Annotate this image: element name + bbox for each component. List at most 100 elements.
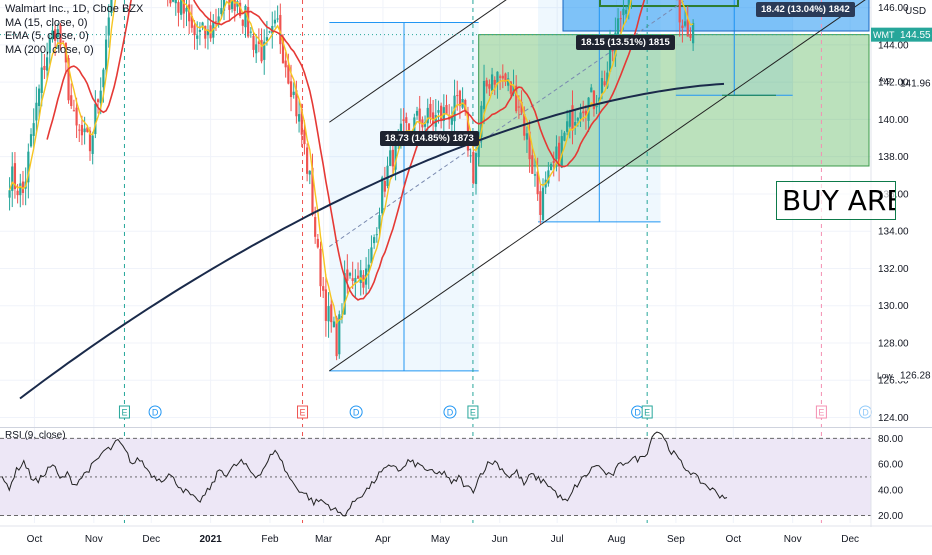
candle-body: [249, 31, 252, 33]
price-tick-label: 142.00: [878, 78, 909, 89]
candle-body: [686, 19, 689, 37]
candle-body: [281, 39, 285, 64]
candle-body: [16, 190, 19, 196]
candle-body: [608, 45, 612, 72]
candle-body: [627, 0, 630, 10]
candle-body: [29, 134, 33, 147]
time-tick-label: 2021: [199, 534, 222, 545]
rsi-tick-label: 20.00: [878, 511, 903, 522]
wmt-label: WMT: [873, 30, 895, 40]
candle-body: [574, 122, 577, 126]
time-tick-label: Aug: [608, 534, 626, 545]
candle-body: [263, 41, 266, 60]
candle-body: [67, 57, 70, 101]
measure-label-1: 18.73 (14.85%) 1873: [380, 131, 479, 146]
candle-body: [196, 35, 199, 39]
candle-body: [351, 278, 354, 282]
candle-body: [560, 136, 563, 168]
candle-body: [300, 108, 303, 135]
candle-body: [32, 123, 35, 136]
candle-body: [48, 38, 51, 54]
candle-body: [507, 78, 510, 86]
candle-body: [271, 25, 274, 34]
candle-body: [681, 25, 684, 28]
candle-body: [255, 44, 258, 54]
legend-ma200: MA (200, close, 0): [5, 43, 94, 56]
candle-body: [576, 118, 579, 121]
candle-body: [177, 2, 180, 13]
candle-body: [445, 104, 448, 115]
candle-body: [233, 0, 236, 11]
candle-body: [520, 101, 523, 113]
event-marker-letter: D: [447, 408, 454, 418]
measure-label-3: 18.42 (13.04%) 1842: [756, 2, 855, 17]
candle-body: [306, 147, 309, 174]
candle-body: [432, 112, 435, 124]
candle-body: [456, 95, 459, 97]
candle-body: [488, 84, 491, 89]
candle-body: [319, 248, 322, 287]
time-tick-label: Apr: [375, 534, 391, 545]
candle-body: [584, 110, 587, 116]
earnings-marker: E: [467, 405, 479, 419]
candle-body: [568, 110, 571, 127]
candle-body: [469, 155, 472, 157]
event-marker-letter: D: [862, 408, 869, 418]
candle-body: [59, 24, 62, 46]
price-tick-label: 126.00: [878, 376, 909, 387]
dividend-marker: D: [858, 405, 872, 419]
low-value-bg: [898, 369, 932, 382]
candle-body: [220, 8, 223, 15]
time-tick-label: Oct: [27, 534, 43, 545]
candle-body: [423, 122, 427, 127]
event-marker-letter: D: [152, 408, 159, 418]
candle-body: [314, 217, 317, 237]
candle-body: [450, 115, 453, 125]
channel-lower-line: [329, 0, 866, 372]
candle-body: [370, 247, 373, 264]
candle-body: [394, 134, 397, 170]
candle-body: [616, 18, 620, 36]
candle-body: [359, 270, 362, 283]
price-tick-label: 134.00: [878, 227, 909, 238]
candle-body: [474, 153, 478, 185]
candle-body: [566, 121, 569, 132]
candle-body: [603, 81, 606, 86]
dividend-marker: D: [148, 405, 162, 419]
candle-body: [490, 74, 494, 91]
candle-body: [557, 142, 561, 167]
dividend-marker-circle: [443, 405, 457, 419]
candle-body: [348, 273, 352, 276]
candle-body: [11, 166, 14, 191]
candle-body: [354, 277, 357, 284]
candle-body: [19, 183, 22, 196]
candle-body: [241, 19, 244, 26]
candle-body: [273, 19, 277, 24]
candle-body: [389, 150, 392, 166]
candle-body: [297, 114, 301, 122]
candle-body: [284, 60, 287, 68]
price-tick-label: 146.00: [878, 3, 909, 14]
earnings-marker: E: [815, 405, 827, 419]
candle-body: [289, 81, 293, 98]
candle-body: [493, 79, 496, 85]
candle-body: [356, 275, 360, 279]
candle-body: [402, 119, 405, 122]
candle-body: [46, 57, 49, 71]
candle-body: [472, 151, 475, 184]
candle-body: [399, 123, 403, 137]
candle-body: [324, 289, 327, 321]
candle-body: [429, 103, 432, 118]
candle-body: [504, 73, 507, 82]
earnings-marker-box: [641, 405, 653, 419]
candle-body: [265, 37, 269, 41]
candle-body: [509, 81, 512, 94]
earnings-marker: E: [641, 405, 653, 419]
measure-header-inner: [599, 0, 739, 7]
rsi-tick-label: 40.00: [878, 485, 903, 496]
avg-value: 141.96: [900, 78, 931, 89]
candle-body: [563, 132, 566, 141]
candle-body: [311, 167, 314, 215]
